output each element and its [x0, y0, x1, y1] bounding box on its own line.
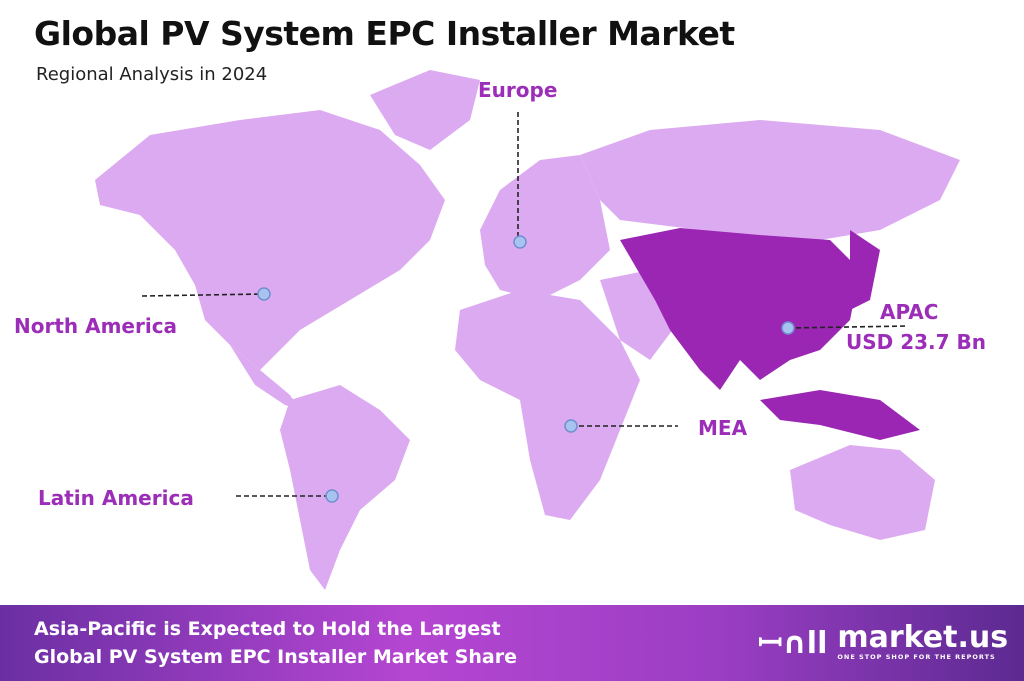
north-america: [95, 110, 445, 370]
europe: [480, 155, 610, 300]
central-america: [230, 345, 300, 410]
africa: [455, 290, 640, 520]
label-mea: MEA: [698, 416, 748, 440]
footer-line-2: Global PV System EPC Installer Market Sh…: [34, 646, 517, 668]
apac-region: [620, 228, 920, 440]
brand-tagline: ONE STOP SHOP FOR THE REPORTS: [837, 652, 996, 661]
page-subtitle: Regional Analysis in 2024: [36, 64, 268, 85]
label-north-america: North America: [14, 314, 178, 338]
logo-icon: ꟷ∩ll: [758, 626, 828, 661]
footer-line-1: Asia-Pacific is Expected to Hold the Lar…: [34, 618, 501, 640]
world-map: [95, 70, 960, 590]
label-latin-america: Latin America: [38, 486, 194, 510]
footer-text: Asia-Pacific is Expected to Hold the Lar…: [34, 615, 517, 671]
brand-logo: ꟷ∩ll market.us ONE STOP SHOP FOR THE REP…: [758, 621, 1008, 662]
continents: [95, 70, 960, 590]
leader-lines: [141, 112, 909, 497]
page-title: Global PV System EPC Installer Market: [34, 14, 735, 53]
south-america: [280, 385, 410, 590]
russia-asia: [580, 120, 960, 240]
label-europe: Europe: [478, 78, 558, 102]
brand-name: market.us: [837, 619, 1009, 655]
label-apac-value: USD 23.7 Bn: [846, 330, 986, 354]
region-markers: [257, 235, 795, 503]
australia: [790, 445, 935, 540]
greenland: [370, 70, 480, 150]
label-apac: APAC: [880, 300, 939, 324]
footer-banner: Asia-Pacific is Expected to Hold the Lar…: [0, 605, 1024, 681]
